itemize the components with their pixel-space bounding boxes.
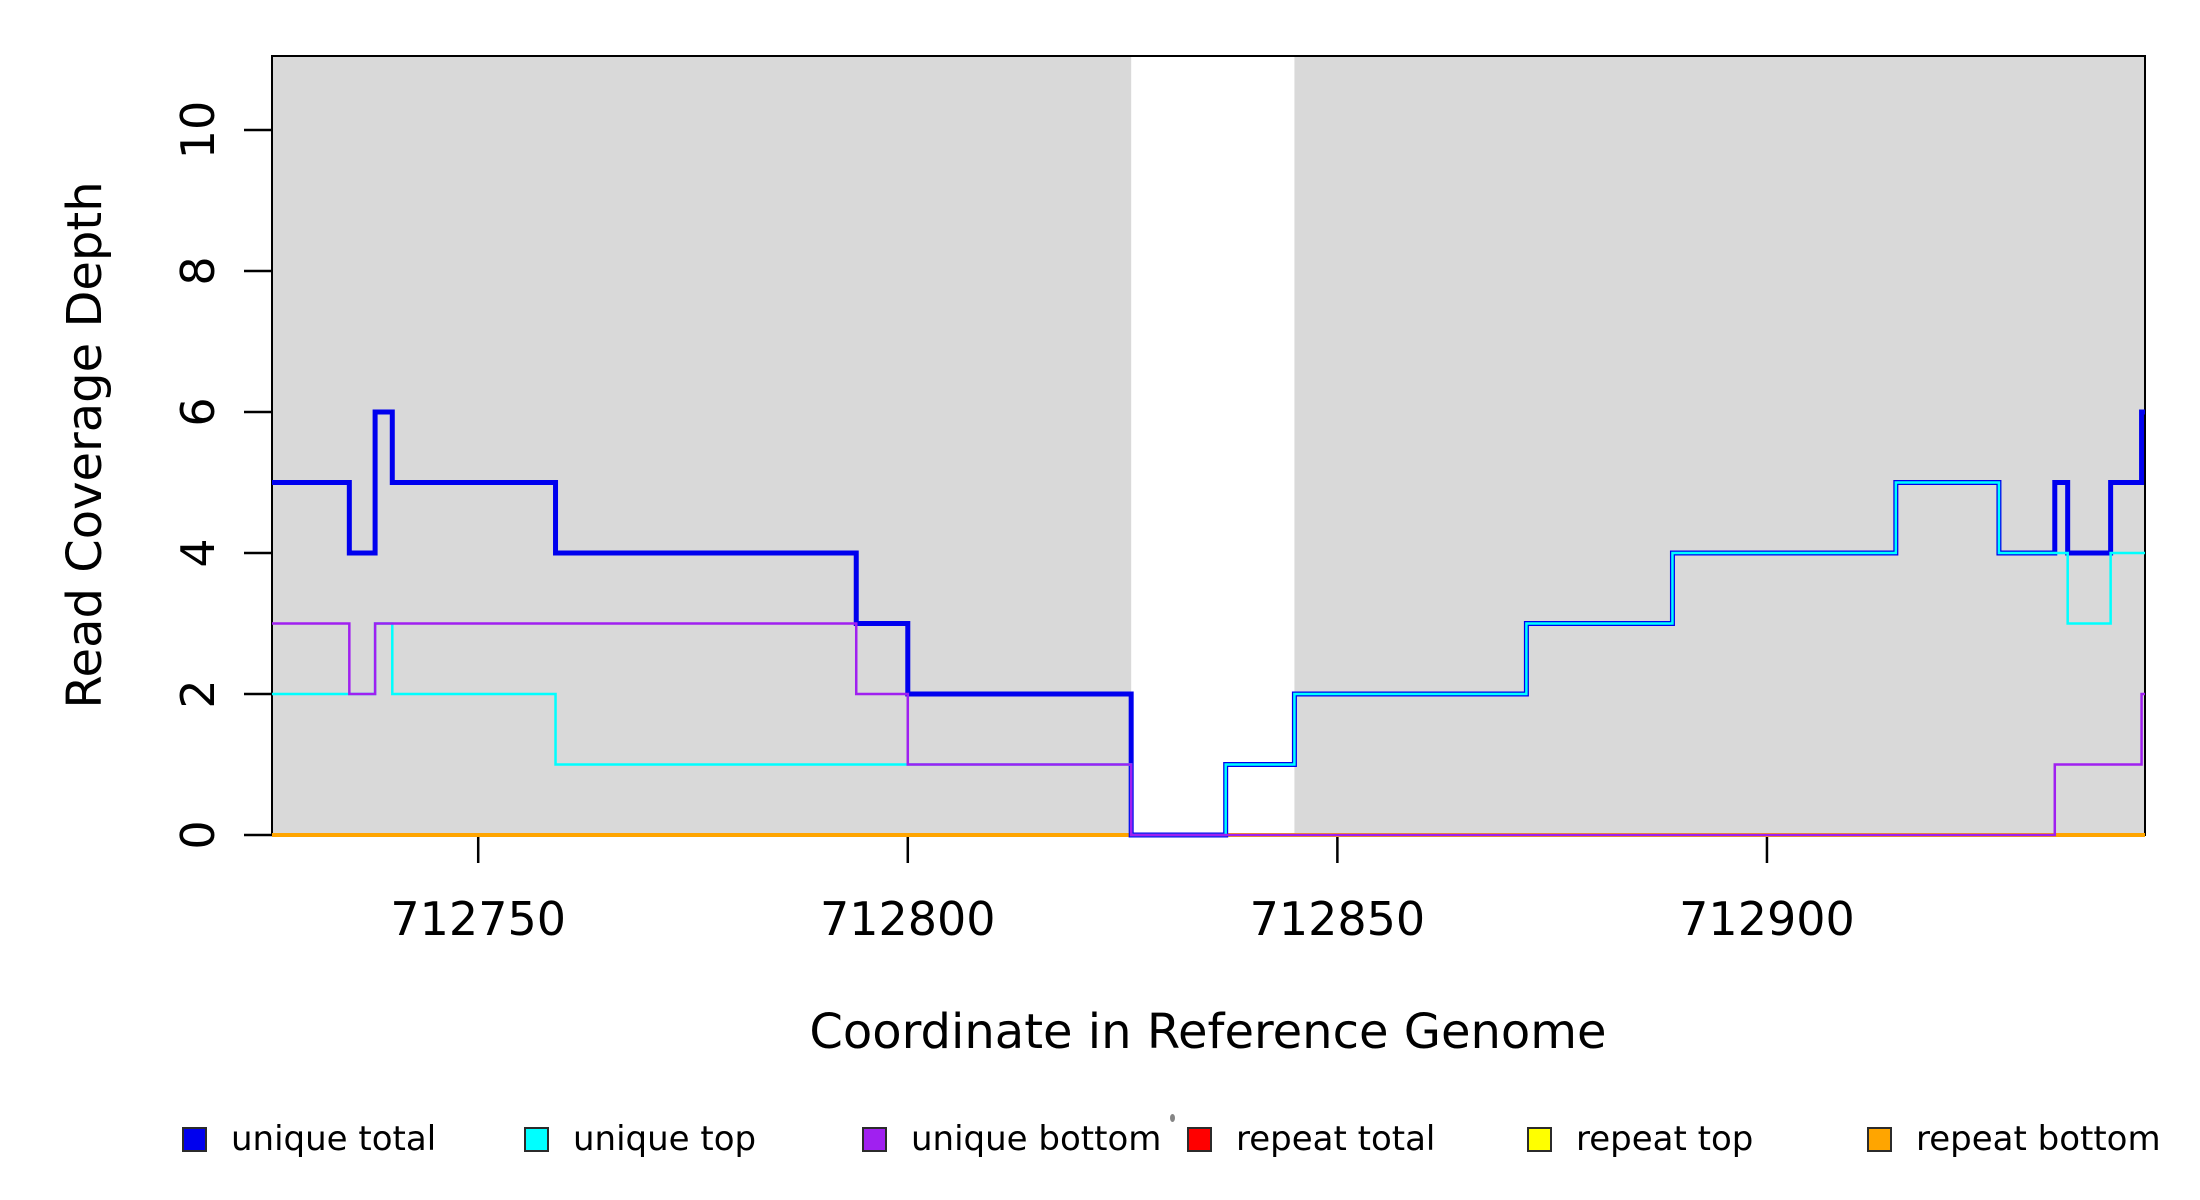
- x-tick-label: 712900: [1679, 892, 1855, 946]
- stray-mark: [1170, 1114, 1175, 1122]
- y-tick-label: 6: [171, 397, 225, 426]
- y-tick-label: 0: [171, 820, 225, 849]
- y-axis-title: Read Coverage Depth: [57, 181, 113, 709]
- x-tick-label: 712800: [820, 892, 996, 946]
- x-axis-title: Coordinate in Reference Genome: [809, 1004, 1607, 1060]
- shaded-region-left: [272, 56, 1132, 835]
- y-tick-label: 10: [171, 101, 225, 160]
- y-tick-label: 8: [171, 256, 225, 285]
- y-tick-label: 2: [171, 679, 225, 708]
- y-tick-label: 4: [171, 538, 225, 567]
- series-unique-bottom-line: [272, 622, 2145, 837]
- shaded-region-right: [1294, 56, 2145, 835]
- series-unique-top-line: [272, 481, 2145, 837]
- x-tick-label: 712850: [1250, 892, 1426, 946]
- x-tick-label: 712750: [390, 892, 566, 946]
